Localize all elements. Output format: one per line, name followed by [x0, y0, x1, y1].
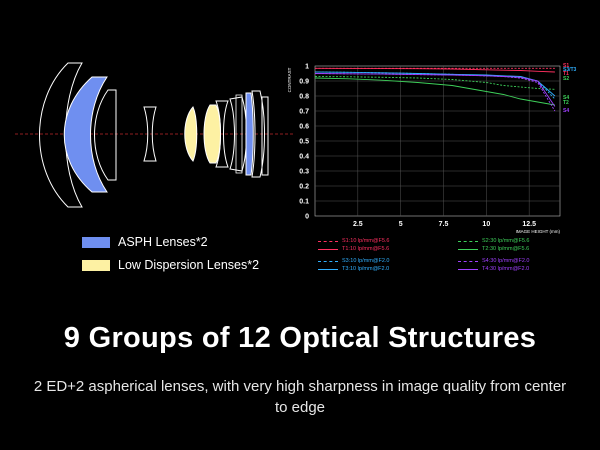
- legend-asph: ASPH Lenses*2: [82, 235, 208, 249]
- mtf-legend-line: [458, 240, 478, 242]
- y-tick-label: 0.5: [299, 139, 309, 146]
- lens-element-11: [251, 90, 265, 178]
- mtf-legend-line: [318, 248, 338, 250]
- mtf-legend-entry: T2:30 lp/mm@F5.6: [458, 246, 529, 252]
- mtf-end-label: T1: [563, 71, 569, 77]
- lens-element-9: [235, 94, 243, 174]
- lens-structure-diagram: [15, 62, 295, 208]
- lens-element-ld-1: [184, 106, 198, 162]
- mtf-legend-entry: S3:10 lp/mm@F2.0: [318, 258, 389, 264]
- y-tick-label: 0.2: [299, 184, 309, 191]
- mtf-end-label: S3/T3: [563, 67, 577, 73]
- mtf-legend-label: T1:10 lp/mm@F5.6: [342, 246, 390, 252]
- mtf-legend-entry: T1:10 lp/mm@F5.6: [318, 246, 389, 252]
- lens-element-asph-1: [63, 76, 108, 193]
- headline: 9 Groups of 12 Optical Structures: [63, 322, 537, 354]
- mtf-legend-entry: T3:10 lp/mm@F2.0: [318, 266, 389, 272]
- mtf-end-label: S4: [563, 108, 569, 114]
- y-tick-label: 0: [305, 214, 309, 221]
- y-tick-label: 0.1: [299, 199, 309, 206]
- x-tick-label: 2.5: [353, 221, 363, 228]
- lens-element-3: [94, 89, 117, 181]
- mtf-chart: 00.10.20.30.40.50.60.70.80.912.5 5 7.5 10 12…: [287, 63, 577, 234]
- mtf-end-label: S1: [563, 63, 569, 69]
- mtf-legend-line: [318, 268, 338, 270]
- y-tick-label: 0.8: [299, 94, 309, 101]
- mtf-line-t2: [314, 77, 555, 106]
- x-tick-label: 5: [399, 221, 403, 228]
- mtf-legend-entry: T4:30 lp/mm@F2.0: [458, 266, 529, 272]
- lens-element-1: [39, 62, 83, 208]
- mtf-legend-line: [318, 240, 338, 242]
- mtf-end-label: S4: [563, 95, 569, 101]
- y-tick-label: 0.6: [299, 124, 309, 131]
- legend-low-dispersion-label: Low Dispersion Lenses*2: [118, 258, 260, 272]
- mtf-legend-entry: S1:10 lp/mm@F5.6: [318, 238, 389, 244]
- mtf-legend: S1:10 lp/mm@F5.6 T1:10 lp/mm@F5.6 S2:30 lp…: [318, 238, 600, 274]
- mtf-line-t1: [314, 67, 555, 73]
- x-tick-label: 7.5: [439, 221, 449, 228]
- mtf-end-label: S2: [563, 76, 569, 82]
- mtf-legend-line: [458, 268, 478, 270]
- mtf-legend-label: S4:30 lp/mm@F2.0: [482, 258, 530, 264]
- lens-element-7: [215, 100, 229, 168]
- lens-element-4: [143, 106, 157, 162]
- x-axis-label: IMAGE HEIGHT (mm): [516, 229, 561, 234]
- y-tick-label: 0.7: [299, 109, 309, 116]
- mtf-end-label: T2: [563, 100, 569, 106]
- lens-element-asph-2: [245, 92, 254, 176]
- mtf-legend-entry: S2:30 lp/mm@F5.6: [458, 238, 529, 244]
- y-tick-label: 0.3: [299, 169, 309, 176]
- mtf-legend-label: T4:30 lp/mm@F2.0: [482, 266, 530, 272]
- mtf-legend-line: [458, 248, 478, 250]
- mtf-legend-entry: S4:30 lp/mm@F2.0: [458, 258, 529, 264]
- mtf-line-t4: [314, 73, 556, 107]
- mtf-line-s2: [314, 76, 555, 90]
- x-tick-label: 12.5: [522, 221, 536, 228]
- mtf-legend-line: [458, 260, 478, 262]
- mtf-legend-label: S2:30 lp/mm@F5.6: [482, 238, 530, 244]
- subline: 2 ED+2 aspherical lenses, with very high…: [33, 378, 567, 416]
- y-tick-label: 0.9: [299, 79, 309, 86]
- mtf-legend-line: [318, 260, 338, 262]
- legend-asph-swatch: [82, 236, 110, 248]
- legend-low-dispersion: Low Dispersion Lenses*2: [82, 258, 259, 272]
- legend-low-dispersion-swatch: [82, 259, 110, 271]
- legend-asph-label: ASPH Lenses*2: [118, 235, 208, 249]
- lens-element-ld-2: [203, 104, 221, 164]
- lens-element-12: [261, 96, 269, 176]
- x-tick-label: 10: [482, 221, 490, 228]
- y-tick-label: 0.4: [299, 154, 309, 161]
- y-axis-label: CONTRAST: [287, 67, 292, 92]
- y-tick-label: 1: [305, 64, 309, 71]
- mtf-legend-label: S3:10 lp/mm@F2.0: [342, 258, 390, 264]
- mtf-legend-label: T3:10 lp/mm@F2.0: [342, 266, 390, 272]
- mtf-legend-label: S1:10 lp/mm@F5.6: [342, 238, 390, 244]
- mtf-legend-label: T2:30 lp/mm@F5.6: [482, 246, 530, 252]
